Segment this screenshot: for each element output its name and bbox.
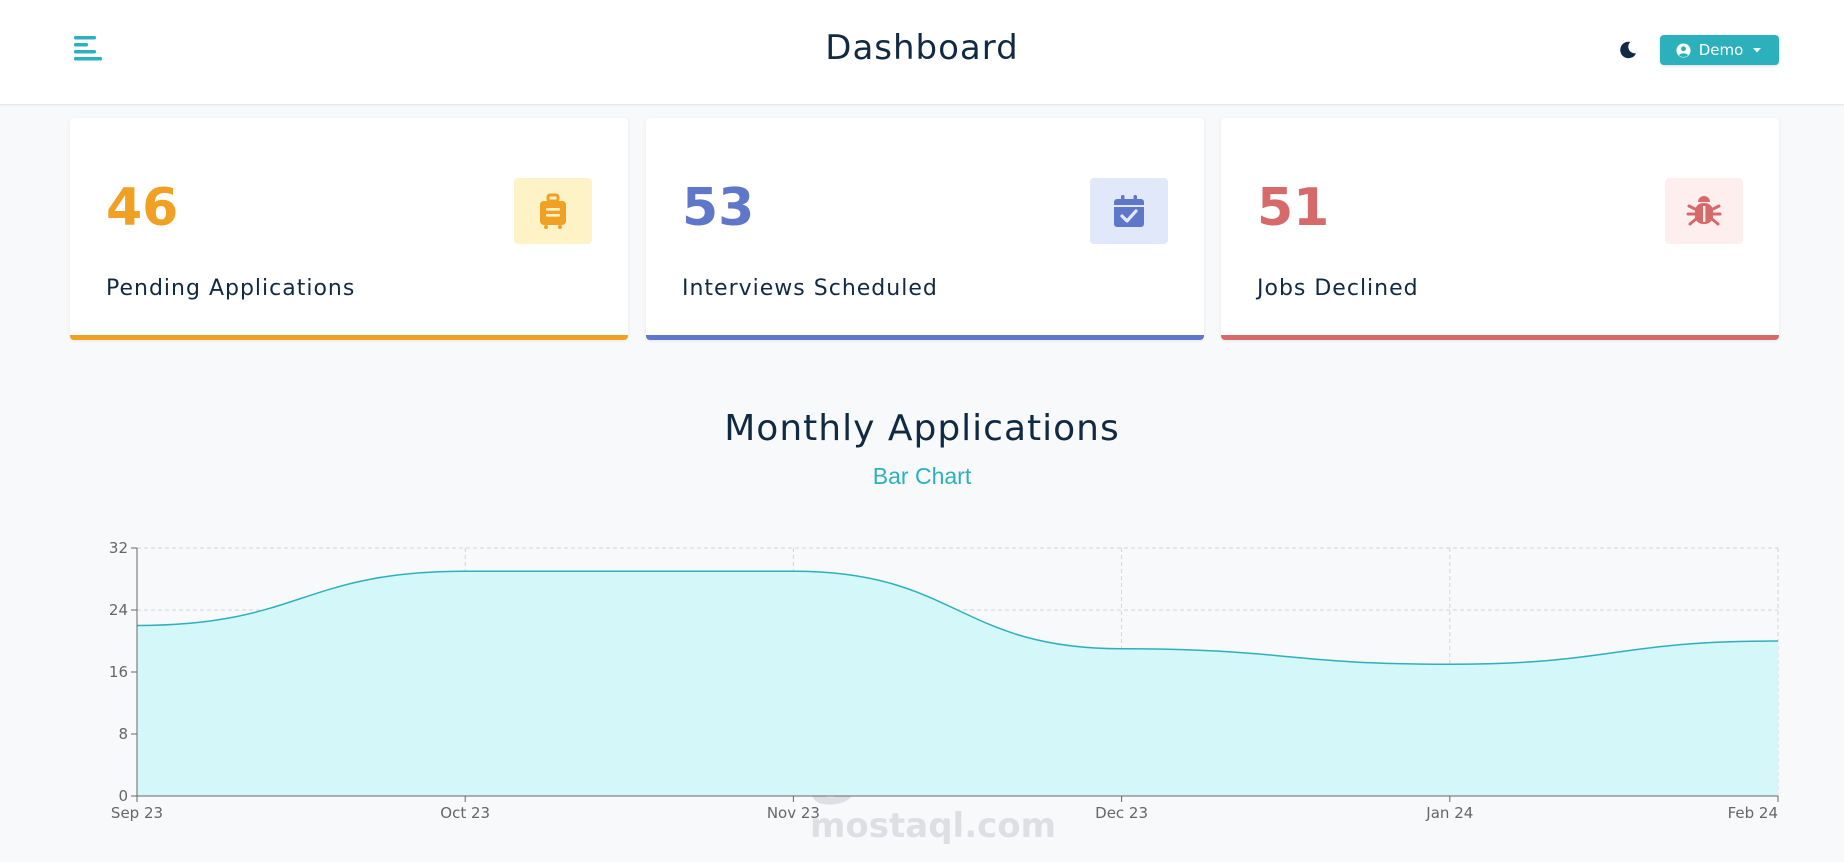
stat-card-pending: 46 Pending Applications: [70, 118, 628, 340]
stat-card-declined: 51 Jobs Declined: [1221, 118, 1779, 340]
x-tick-label: Sep 23: [111, 804, 163, 822]
stat-icon-box: [514, 178, 592, 244]
x-tick-label: Jan 24: [1425, 804, 1473, 822]
x-tick-label: Oct 23: [440, 804, 490, 822]
menu-toggle-button[interactable]: [72, 34, 104, 66]
chart-section-title: Monthly Applications: [724, 408, 1120, 449]
stat-count: 46: [106, 178, 179, 238]
theme-toggle-button[interactable]: [1615, 38, 1641, 64]
stat-label: Pending Applications: [106, 276, 356, 301]
y-tick-label: 8: [118, 725, 128, 743]
caret-down-icon: [1753, 48, 1762, 53]
user-button-label: Demo: [1698, 41, 1744, 59]
stat-icon-box: [1090, 178, 1168, 244]
moon-icon: [1620, 41, 1637, 58]
stat-accent-bar: [1221, 335, 1779, 340]
area-series-fill: [137, 571, 1778, 796]
user-circle-icon: [1676, 42, 1691, 58]
stat-count: 53: [682, 178, 755, 238]
y-tick-label: 0: [118, 787, 128, 805]
stat-label: Jobs Declined: [1257, 276, 1419, 301]
suitcase-icon: [540, 193, 566, 229]
stat-count: 51: [1257, 178, 1330, 238]
navbar: Dashboard Demo: [0, 0, 1844, 105]
x-tick-label: Feb 24: [1728, 804, 1778, 822]
stat-icon-box: [1665, 178, 1743, 244]
x-tick-label: Dec 23: [1095, 804, 1148, 822]
y-tick-label: 24: [109, 601, 128, 619]
stat-accent-bar: [646, 335, 1204, 340]
calendar-check-icon: [1114, 195, 1144, 227]
bug-icon: [1686, 196, 1722, 226]
area-series-line: [136, 570, 1779, 666]
page-title: Dashboard: [825, 28, 1019, 68]
x-tick-label: Nov 23: [767, 804, 820, 822]
y-tick-label: 32: [109, 539, 128, 557]
stat-accent-bar: [70, 335, 628, 340]
user-menu-button[interactable]: Demo: [1660, 35, 1779, 65]
menu-align-left-icon: [74, 36, 102, 61]
chart-type-toggle-button[interactable]: Bar Chart: [822, 460, 1022, 492]
stat-card-interviews: 53 Interviews Scheduled: [646, 118, 1204, 340]
stat-label: Interviews Scheduled: [682, 276, 938, 301]
y-tick-label: 16: [109, 663, 128, 681]
